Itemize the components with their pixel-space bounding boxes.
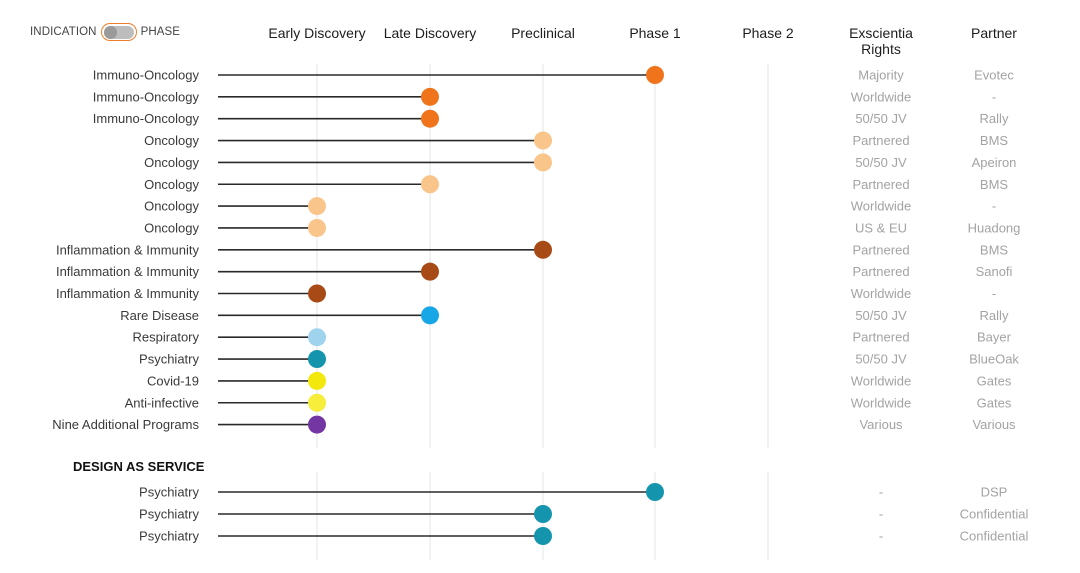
pipeline-row-indication-label: Inflammation & Immunity bbox=[56, 286, 200, 301]
pipeline-row-indication-label: Psychiatry bbox=[139, 352, 199, 367]
stage-header: Late Discovery bbox=[384, 25, 477, 41]
pipeline-row-partner-value: BMS bbox=[980, 133, 1009, 148]
pipeline-row-rights-value: Partnered bbox=[852, 330, 909, 345]
pipeline-row-stage-dot bbox=[308, 218, 326, 237]
das-row-stage-dot bbox=[534, 505, 552, 523]
pipeline-row-rights-value: 50/50 JV bbox=[855, 155, 907, 170]
pipeline-row-partner-value: BlueOak bbox=[969, 352, 1019, 367]
pipeline-row-partner-value: - bbox=[992, 286, 996, 301]
pipeline-row-partner-value: Gates bbox=[977, 373, 1012, 388]
pipeline-row-partner-value: Apeiron bbox=[972, 155, 1017, 170]
pipeline-row-rights-value: Partnered bbox=[852, 242, 909, 257]
pipeline-row-rights-value: 50/50 JV bbox=[855, 308, 907, 323]
das-row-indication-label: Psychiatry bbox=[139, 529, 199, 544]
pipeline-row-partner-value: BMS bbox=[980, 242, 1009, 257]
pipeline-row-partner-value: - bbox=[992, 89, 996, 104]
stage-header: Phase 2 bbox=[742, 25, 794, 41]
pipeline-row-indication-label: Inflammation & Immunity bbox=[56, 264, 200, 279]
stage-header: Early Discovery bbox=[268, 25, 365, 41]
das-row-partner-value: Confidential bbox=[960, 529, 1029, 544]
toggle-knob[interactable] bbox=[103, 25, 117, 39]
partner-header: Partner bbox=[971, 25, 1017, 41]
pipeline-row-indication-label: Oncology bbox=[144, 155, 199, 170]
pipeline-row-stage-dot bbox=[421, 262, 439, 281]
pipeline-row-indication-label: Covid-19 bbox=[147, 373, 199, 388]
pipeline-row-stage-dot bbox=[646, 66, 664, 84]
pipeline-row-stage-dot bbox=[308, 197, 326, 216]
pipeline-row-partner-value: Huadong bbox=[968, 220, 1021, 235]
indication-phase-toggle[interactable]: INDICATION PHASE bbox=[30, 23, 180, 41]
pipeline-row-rights-value: Partnered bbox=[852, 264, 909, 279]
pipeline-row-indication-label: Immuno-Oncology bbox=[93, 68, 200, 83]
toggle-switch[interactable] bbox=[100, 23, 137, 41]
pipeline-row-stage-dot bbox=[308, 284, 326, 303]
stage-header: Preclinical bbox=[511, 25, 575, 41]
pipeline-row-indication-label: Nine Additional Programs bbox=[52, 417, 199, 432]
pipeline-row-rights-value: Worldwide bbox=[851, 395, 911, 410]
pipeline-row-indication-label: Immuno-Oncology bbox=[93, 111, 200, 126]
das-row-indication-label: Psychiatry bbox=[139, 507, 199, 522]
pipeline-row-stage-dot bbox=[308, 393, 326, 412]
pipeline-row-indication-label: Respiratory bbox=[133, 330, 200, 345]
das-row-partner-value: Confidential bbox=[960, 507, 1029, 522]
pipeline-row-partner-value: BMS bbox=[980, 177, 1009, 192]
pipeline-row-stage-dot bbox=[308, 415, 326, 434]
pipeline-row-rights-value: Worldwide bbox=[851, 89, 911, 104]
pipeline-row-partner-value: Gates bbox=[977, 395, 1012, 410]
pipeline-row-stage-dot bbox=[308, 371, 326, 390]
pipeline-row-partner-value: - bbox=[992, 199, 996, 214]
pipeline-row-rights-value: Partnered bbox=[852, 133, 909, 148]
pipeline-row-partner-value: Various bbox=[972, 417, 1016, 432]
pipeline-row-stage-dot bbox=[534, 131, 552, 150]
pipeline-row-indication-label: Oncology bbox=[144, 199, 199, 214]
rights-header-line: Exscientia bbox=[849, 25, 913, 41]
das-row-partner-value: DSP bbox=[981, 485, 1008, 500]
pipeline-row-stage-dot bbox=[534, 240, 552, 259]
pipeline-row-partner-value: Rally bbox=[980, 111, 1009, 126]
pipeline-row-partner-value: Sanofi bbox=[976, 264, 1013, 279]
pipeline-row-stage-dot bbox=[534, 153, 552, 172]
das-row-rights-value: - bbox=[879, 507, 883, 522]
das-row-stage-dot bbox=[534, 527, 552, 545]
das-row-indication-label: Psychiatry bbox=[139, 485, 199, 500]
pipeline-row-indication-label: Oncology bbox=[144, 133, 199, 148]
pipeline-row-partner-value: Bayer bbox=[977, 330, 1012, 345]
stage-header: Phase 1 bbox=[629, 25, 681, 41]
pipeline-row-rights-value: Worldwide bbox=[851, 373, 911, 388]
pipeline-row-partner-value: Rally bbox=[980, 308, 1009, 323]
pipeline-row-stage-dot bbox=[421, 175, 439, 194]
pipeline-row-indication-label: Oncology bbox=[144, 177, 199, 192]
pipeline-row-indication-label: Anti-infective bbox=[125, 395, 199, 410]
pipeline-row-partner-value: Evotec bbox=[974, 68, 1014, 83]
pipeline-row-rights-value: Various bbox=[859, 417, 903, 432]
pipeline-row-indication-label: Rare Disease bbox=[120, 308, 199, 323]
design-as-service-title: DESIGN AS SERVICE bbox=[73, 459, 205, 474]
rights-header-line: Rights bbox=[861, 41, 901, 57]
das-row-rights-value: - bbox=[879, 529, 883, 544]
toggle-label-phase: PHASE bbox=[140, 26, 181, 38]
pipeline-row-rights-value: Worldwide bbox=[851, 199, 911, 214]
pipeline-row-stage-dot bbox=[308, 350, 326, 369]
pipeline-row-stage-dot bbox=[308, 328, 326, 347]
pipeline-row-indication-label: Immuno-Oncology bbox=[93, 89, 200, 104]
pipeline-row-rights-value: Majority bbox=[858, 68, 904, 83]
das-row-stage-dot bbox=[646, 483, 664, 501]
pipeline-row-rights-value: Worldwide bbox=[851, 286, 911, 301]
pipeline-row-rights-value: 50/50 JV bbox=[855, 352, 907, 367]
pipeline-row-indication-label: Oncology bbox=[144, 220, 199, 235]
pipeline-row-indication-label: Inflammation & Immunity bbox=[56, 242, 200, 257]
pipeline-row-stage-dot bbox=[421, 306, 439, 325]
toggle-label-indication: INDICATION bbox=[30, 26, 97, 38]
pipeline-row-stage-dot bbox=[421, 109, 439, 128]
pipeline-row-rights-value: 50/50 JV bbox=[855, 111, 907, 126]
pipeline-row-rights-value: Partnered bbox=[852, 177, 909, 192]
pipeline-row-rights-value: US & EU bbox=[855, 220, 907, 235]
das-row-rights-value: - bbox=[879, 485, 883, 500]
pipeline-row-stage-dot bbox=[421, 87, 439, 106]
